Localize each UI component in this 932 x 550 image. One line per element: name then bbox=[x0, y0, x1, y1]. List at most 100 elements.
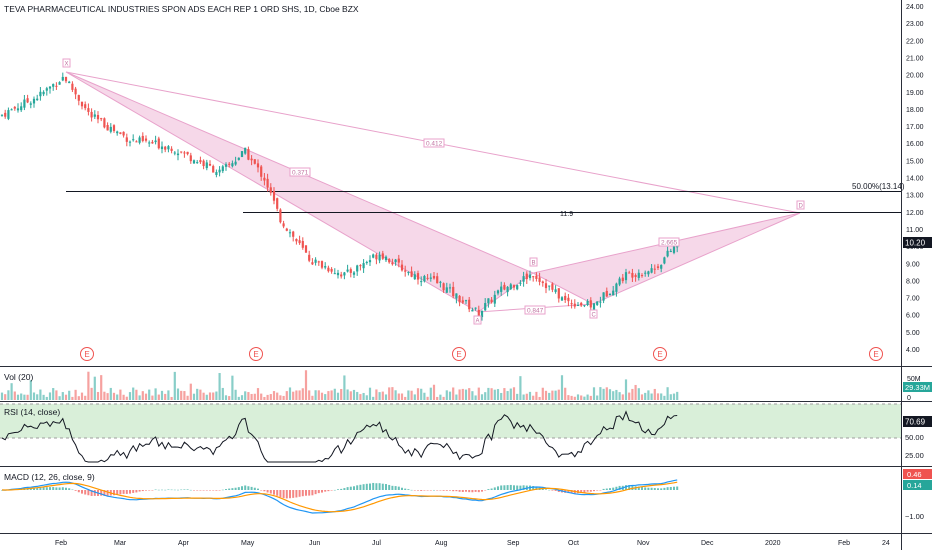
macd-hist-bar bbox=[247, 486, 250, 490]
volume-bar bbox=[426, 396, 429, 400]
volume-bar bbox=[282, 395, 285, 400]
earnings-marker[interactable]: E bbox=[452, 347, 466, 361]
macd-hist-bar bbox=[132, 490, 135, 493]
volume-bar bbox=[13, 391, 16, 400]
macd-hist-bar bbox=[359, 484, 362, 490]
candle-body bbox=[666, 250, 669, 257]
volume-bar bbox=[141, 391, 144, 400]
macd-hist-bar bbox=[202, 490, 205, 491]
macd-hist-bar bbox=[289, 490, 291, 499]
macd-hist-bar bbox=[615, 486, 618, 490]
volume-bar bbox=[423, 392, 426, 400]
candle-body bbox=[301, 240, 304, 248]
candle-body bbox=[599, 301, 602, 303]
macd-hist-bar bbox=[580, 490, 583, 493]
macd-title: MACD (12, 26, close, 9) bbox=[4, 472, 95, 482]
candle-body bbox=[647, 271, 650, 275]
candle-body bbox=[317, 261, 320, 263]
macd-hist-bar bbox=[404, 488, 407, 490]
rsi-tick-50: 50.00 bbox=[905, 433, 924, 442]
svg-text:D: D bbox=[799, 204, 804, 210]
earnings-marker[interactable]: E bbox=[80, 347, 94, 361]
price-axis[interactable]: 24.00 23.00 22.00 21.00 20.00 19.00 18.00 17.00… bbox=[906, 4, 924, 354]
time-axis-label: Feb bbox=[838, 540, 850, 547]
macd-hist-bar bbox=[93, 490, 96, 496]
volume-bar bbox=[372, 396, 375, 400]
volume-bar bbox=[653, 388, 656, 400]
volume-bar bbox=[589, 395, 592, 400]
volume-bar bbox=[208, 392, 212, 400]
candle-body bbox=[23, 99, 26, 108]
candle-body bbox=[304, 245, 308, 253]
volume-bar bbox=[637, 388, 640, 400]
macd-hist-bar bbox=[209, 490, 211, 491]
volume-bar bbox=[404, 396, 407, 400]
volume-bar bbox=[183, 391, 186, 400]
volume-bar bbox=[330, 390, 333, 400]
candle-body bbox=[55, 85, 58, 87]
macd-hist-bar bbox=[545, 489, 547, 490]
macd-hist-bar bbox=[74, 490, 77, 491]
volume-bar bbox=[669, 394, 672, 400]
volume-bar bbox=[292, 391, 295, 400]
volume-bar bbox=[480, 394, 484, 400]
macd-hist-bar bbox=[100, 490, 103, 496]
macd-hist-bar bbox=[644, 487, 647, 490]
volume-bar bbox=[615, 389, 618, 400]
volume-bar bbox=[317, 390, 320, 400]
candle-body bbox=[87, 108, 90, 112]
macd-hist-bar bbox=[519, 485, 522, 490]
volume-bar bbox=[228, 396, 231, 400]
macd-hist-bar bbox=[673, 486, 675, 490]
rsi-tick-25: 25.00 bbox=[905, 451, 924, 460]
candle-body bbox=[64, 77, 68, 82]
volume-bar bbox=[39, 389, 42, 400]
volume-bar bbox=[343, 375, 346, 400]
macd-hist-bar bbox=[45, 487, 48, 490]
svg-text:0.847: 0.847 bbox=[527, 308, 544, 315]
volume-bar bbox=[541, 387, 544, 400]
macd-hist-bar bbox=[292, 490, 295, 498]
macd-hist-bar bbox=[468, 490, 471, 493]
svg-text:C: C bbox=[592, 313, 597, 319]
candle-body bbox=[589, 300, 592, 308]
volume-bar bbox=[413, 394, 416, 400]
volume-bar bbox=[122, 394, 125, 400]
candle-body bbox=[164, 146, 167, 150]
volume-bar bbox=[503, 388, 506, 400]
candle-body bbox=[522, 276, 525, 282]
chart-title: TEVA PHARMACEUTICAL INDUSTRIES SPON ADS … bbox=[4, 4, 359, 14]
macd-hist-bar bbox=[215, 490, 218, 491]
macd-hist-bar bbox=[228, 488, 231, 490]
candle-body bbox=[455, 293, 458, 299]
volume-bar bbox=[621, 394, 624, 400]
macd-hist-bar bbox=[234, 487, 237, 490]
macd-hist-bar bbox=[71, 489, 74, 491]
volume-bar bbox=[375, 389, 378, 400]
macd-hist-bar bbox=[241, 486, 243, 490]
candle-body bbox=[573, 303, 576, 307]
earnings-marker[interactable]: E bbox=[249, 347, 263, 361]
svg-text:E: E bbox=[873, 350, 878, 359]
volume-bar bbox=[573, 396, 576, 400]
candle-body bbox=[656, 266, 660, 268]
volume-bar bbox=[634, 384, 637, 400]
candle-body bbox=[256, 163, 260, 168]
macd-hist-bar bbox=[397, 486, 400, 490]
earnings-marker[interactable]: E bbox=[653, 347, 667, 361]
candle-body bbox=[490, 299, 493, 303]
volume-bar bbox=[468, 388, 471, 400]
price-tick-label: 19.00 bbox=[906, 90, 924, 97]
candle-body bbox=[420, 281, 423, 283]
earnings-marker[interactable]: E bbox=[869, 347, 883, 361]
candle-body bbox=[199, 160, 202, 163]
macd-hist-bar bbox=[657, 488, 659, 490]
candle-body bbox=[205, 162, 208, 169]
time-axis[interactable]: Feb Mar Apr May Jun Jul Aug Sep Oct Nov Dec 2020 Feb… bbox=[55, 540, 890, 547]
macd-hist-bar bbox=[429, 490, 432, 491]
macd-hist-bar bbox=[36, 488, 39, 490]
volume-bar bbox=[157, 394, 160, 400]
candle-body bbox=[218, 169, 221, 173]
volume-bar bbox=[580, 395, 583, 400]
